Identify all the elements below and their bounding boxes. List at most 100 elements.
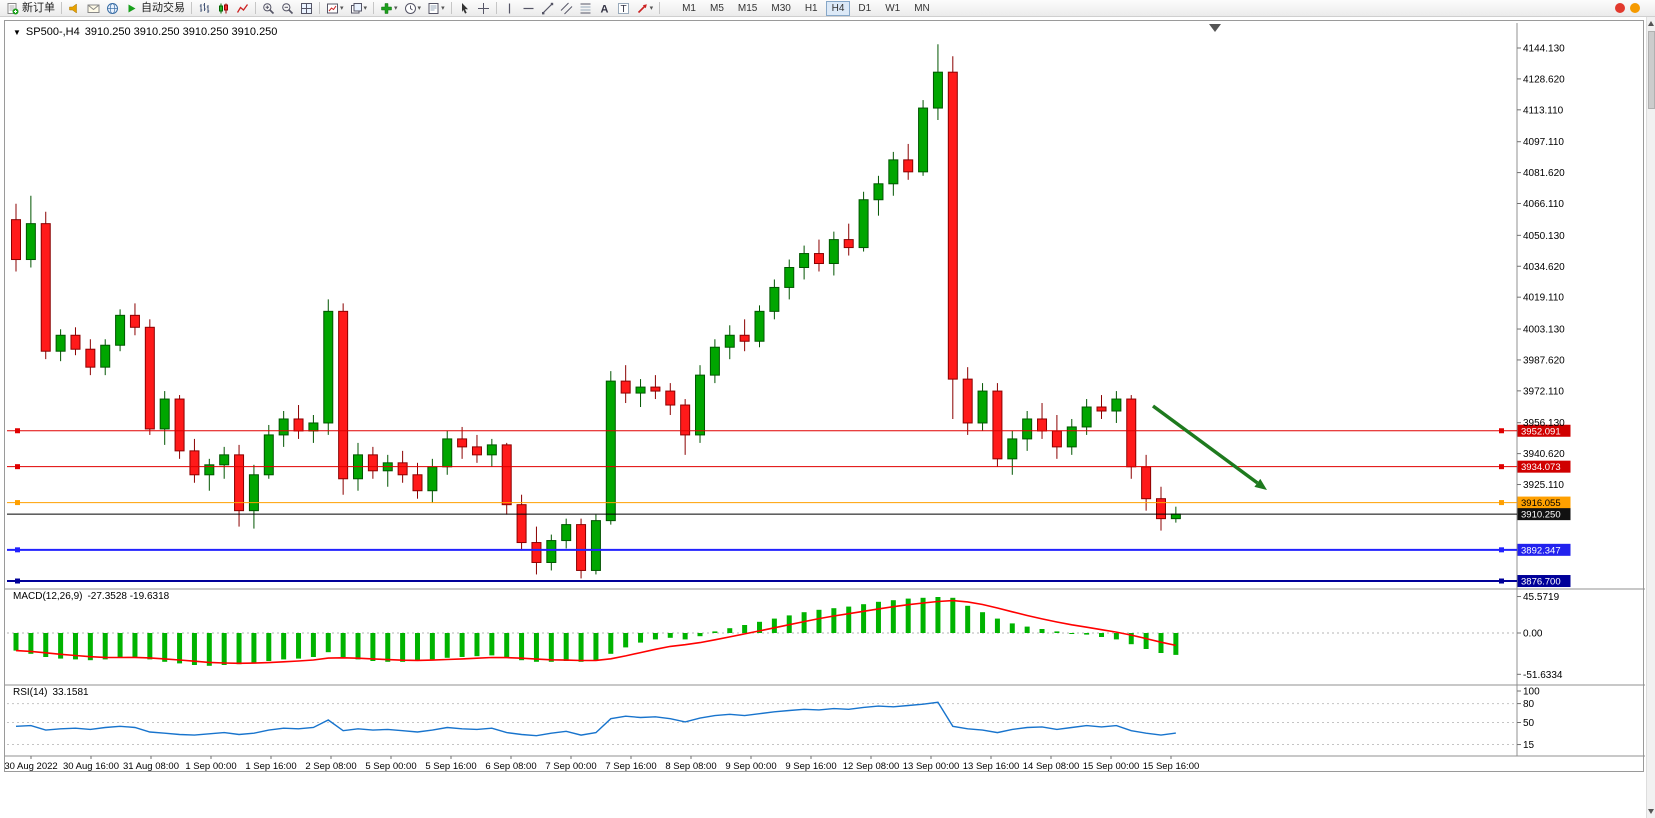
auto-trading-button[interactable]: 自动交易 [122,1,188,16]
candle-body [278,418,289,436]
candle-body [159,398,170,430]
crosshair-button[interactable] [474,1,493,16]
toolbar-separator [450,2,452,14]
scrollbar-thumb[interactable] [1648,31,1655,109]
candle-body [576,524,587,571]
text-label-button[interactable]: T [614,1,633,16]
vertical-line-button[interactable] [500,1,519,16]
timeframe-button-w1[interactable]: W1 [885,2,901,14]
vertical-scrollbar[interactable] [1646,17,1655,818]
auto-trading-button-label: 自动交易 [141,1,185,14]
timeframe-button-h1[interactable]: H1 [804,2,818,14]
horizontal-line-3876.700[interactable]: 3876.700 [7,575,1571,588]
line-handle[interactable] [1499,547,1504,553]
line-handle[interactable] [15,428,20,434]
timeframe-button-m1[interactable]: M1 [682,2,696,14]
svg-text:4034.620: 4034.620 [1523,262,1565,273]
horizontal-line-3952.091[interactable]: 3952.091 [7,424,1571,438]
macd-indicator-label: MACD(12,26,9) -27.3528 -19.6318 [13,591,169,602]
text-button[interactable]: A [595,1,614,16]
cursor-icon [461,2,468,14]
cursor-button[interactable] [455,1,474,16]
scroll-down-icon[interactable] [1648,809,1654,814]
chart-canvas[interactable]: 3952.091 3934.073 3916.055 3892.347 3876.700… [5,21,1645,773]
candle-body [308,422,319,432]
candle-body [873,183,884,201]
new-chart-button[interactable]: ▾ [323,1,347,16]
line-handle[interactable] [1499,464,1504,470]
toolbar-separator [191,2,192,14]
candle-body [784,267,795,288]
svg-text:4019.110: 4019.110 [1523,293,1564,304]
timeframe-button-m5[interactable]: M5 [710,2,724,14]
svg-text:4097.110: 4097.110 [1523,137,1564,148]
equidistant-channel-button[interactable] [557,1,576,16]
price-label-box [1517,575,1571,588]
zoom-out-button[interactable] [278,1,297,16]
templates-button[interactable]: ▾ [424,1,448,16]
chart-shift-marker[interactable] [1209,24,1221,32]
timeframe-button-h4[interactable]: H4 [825,0,851,16]
horizontal-line-button[interactable] [519,1,538,16]
price-label-box [1517,543,1571,556]
candle-body [635,386,646,394]
price-axis: 4144.130 4128.620 4113.110 4097.110 4081.620… [1517,44,1565,751]
line-chart-button[interactable] [233,1,252,16]
market-news-button[interactable] [103,1,122,16]
line-handle[interactable] [1499,500,1504,506]
horizontal-line-3892.347[interactable]: 3892.347 [7,543,1571,557]
candle-body [680,404,691,436]
svg-text:6 Sep 08:00: 6 Sep 08:00 [485,761,536,772]
rsi-indicator-label: RSI(14) 33.1581 [13,687,89,698]
chevron-down-icon: ▾ [340,5,344,12]
periods-button[interactable]: ▾ [401,1,425,16]
bar-chart-button[interactable] [195,1,214,16]
profiles-button[interactable]: ▾ [347,1,371,16]
candle-body [501,444,512,506]
svg-text:4113.110: 4113.110 [1523,105,1564,116]
alerts-button[interactable] [65,1,84,16]
horizontal-line-3916.055[interactable]: 3916.055 [7,496,1571,510]
candle-body [367,454,378,472]
line-handle[interactable] [15,578,20,584]
notification-badge-orange[interactable] [1630,3,1640,13]
line-handle[interactable] [1499,578,1504,584]
tile-windows-icon [301,2,312,14]
candle-body [1126,398,1137,468]
candle-body [25,223,36,261]
line-handle[interactable] [1499,428,1504,434]
price-label-text: 3876.700 [1521,577,1561,588]
candle-body [129,314,140,328]
line-handle[interactable] [15,500,20,506]
candle-body [323,310,334,424]
line-handle[interactable] [15,464,20,470]
trend-arrow[interactable] [1151,404,1267,490]
fibonacci-button[interactable] [576,1,595,16]
symbol-dropdown-icon[interactable]: ▼ [13,27,21,37]
scroll-up-icon[interactable] [1648,21,1654,26]
horizontal-line-3934.073[interactable]: 3934.073 [7,460,1571,474]
trendline-button[interactable] [538,1,557,16]
indicators-button[interactable]: ▾ [377,1,401,16]
timeframe-button-d1[interactable]: D1 [858,2,872,14]
notification-badge-red[interactable] [1615,3,1625,13]
rsi-name: RSI(14) [13,687,48,698]
new-order-button[interactable]: 新订单 [3,1,58,16]
arrows-button[interactable]: ▾ [633,1,657,16]
timeframe-button-m30[interactable]: M30 [771,2,791,14]
timeframe-button-mn[interactable]: MN [914,2,930,14]
line-handle[interactable] [15,547,20,553]
chevron-down-icon: ▾ [363,5,368,12]
candlestick-chart-button[interactable] [214,1,233,16]
candle-body [546,540,557,563]
candle-body [144,326,155,430]
mailbox-button[interactable] [84,1,103,16]
timeframe-button-m15[interactable]: M15 [737,2,758,14]
candle-body [843,239,854,249]
candle-body [115,314,126,346]
tile-windows-button[interactable] [297,1,316,16]
price-label-box [1517,496,1571,509]
zoom-in-button[interactable] [259,1,278,16]
svg-text:3925.110: 3925.110 [1523,480,1564,491]
